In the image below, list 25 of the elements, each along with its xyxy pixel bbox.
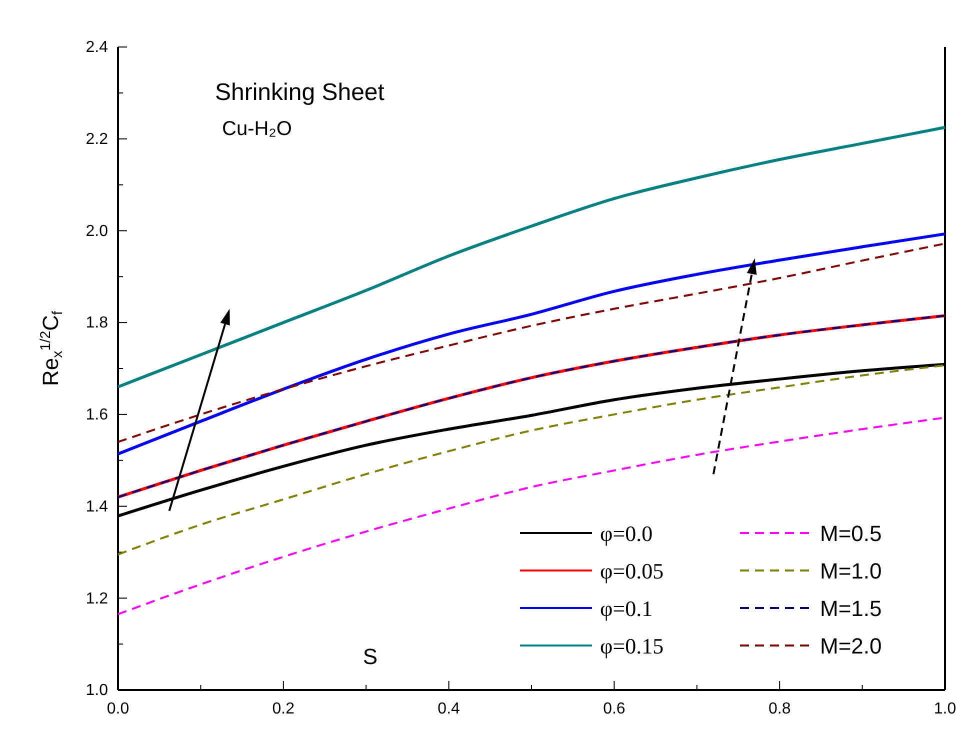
x-tick-label: 1.0 [934, 700, 956, 718]
legend-label: M=2.0 [820, 634, 882, 658]
y-tick-label: 1.4 [86, 498, 108, 516]
y-tick-label: 1.0 [86, 682, 108, 700]
legend-label: φ=0.1 [600, 596, 653, 621]
legend-label: M=1.0 [820, 558, 882, 584]
x-axis-title: S [362, 644, 378, 669]
x-tick-label: 0.4 [438, 700, 460, 718]
legend-label: φ=0.0 [600, 521, 653, 546]
y-tick-label: 1.2 [86, 590, 108, 608]
legend-label: M=1.5 [820, 596, 882, 621]
y-tick-label: 1.6 [86, 406, 108, 424]
y-tick-label: 2.2 [86, 130, 108, 148]
y-tick-label: 2.4 [86, 39, 108, 56]
y-tick-label: 2.0 [86, 222, 108, 240]
legend-label: φ=0.15 [600, 634, 664, 658]
x-tick-label: 0.8 [768, 700, 791, 718]
annotation: Shrinking Sheet [215, 79, 385, 106]
x-tick-label: 0.6 [603, 700, 626, 718]
legend-label: M=0.5 [820, 521, 882, 546]
y-tick-label: 1.8 [86, 314, 108, 332]
annotation: Cu-H₂O [222, 118, 292, 140]
x-tick-label: 0.2 [272, 700, 295, 718]
legend-label: φ=0.05 [600, 558, 664, 584]
x-tick-label: 0.0 [106, 700, 130, 718]
